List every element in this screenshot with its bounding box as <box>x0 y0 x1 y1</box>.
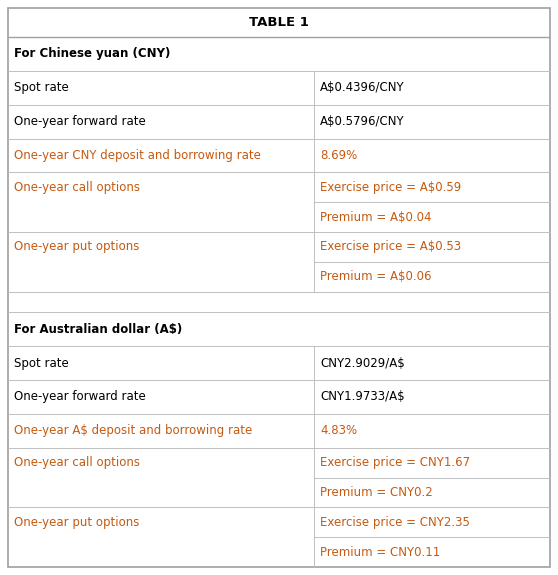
Text: Premium = A$0.04: Premium = A$0.04 <box>320 210 432 224</box>
Text: One-year call options: One-year call options <box>14 181 140 194</box>
Text: One-year put options: One-year put options <box>14 240 140 254</box>
Text: A$0.5796/CNY: A$0.5796/CNY <box>320 115 405 128</box>
Text: For Chinese yuan (CNY): For Chinese yuan (CNY) <box>14 47 170 60</box>
Text: One-year forward rate: One-year forward rate <box>14 390 146 404</box>
Text: Premium = A$0.06: Premium = A$0.06 <box>320 270 432 283</box>
Text: Spot rate: Spot rate <box>14 81 69 94</box>
Text: One-year A$ deposit and borrowing rate: One-year A$ deposit and borrowing rate <box>14 424 252 438</box>
Text: Premium = CNY0.2: Premium = CNY0.2 <box>320 486 433 499</box>
Text: One-year forward rate: One-year forward rate <box>14 115 146 128</box>
Text: TABLE 1: TABLE 1 <box>249 16 309 29</box>
Text: For Australian dollar (A$): For Australian dollar (A$) <box>14 323 182 336</box>
Text: Exercise price = A$0.59: Exercise price = A$0.59 <box>320 181 461 194</box>
Text: One-year CNY deposit and borrowing rate: One-year CNY deposit and borrowing rate <box>14 149 261 162</box>
Text: 8.69%: 8.69% <box>320 149 358 162</box>
Text: Exercise price = CNY2.35: Exercise price = CNY2.35 <box>320 516 470 529</box>
Text: A$0.4396/CNY: A$0.4396/CNY <box>320 81 405 94</box>
Text: One-year call options: One-year call options <box>14 456 140 469</box>
Text: Spot rate: Spot rate <box>14 356 69 370</box>
Text: One-year put options: One-year put options <box>14 516 140 529</box>
Text: Exercise price = A$0.53: Exercise price = A$0.53 <box>320 240 461 254</box>
Text: 4.83%: 4.83% <box>320 424 357 438</box>
Text: Premium = CNY0.11: Premium = CNY0.11 <box>320 546 440 558</box>
Text: CNY1.9733/A$: CNY1.9733/A$ <box>320 390 405 404</box>
Text: CNY2.9029/A$: CNY2.9029/A$ <box>320 356 405 370</box>
Text: Exercise price = CNY1.67: Exercise price = CNY1.67 <box>320 456 470 469</box>
